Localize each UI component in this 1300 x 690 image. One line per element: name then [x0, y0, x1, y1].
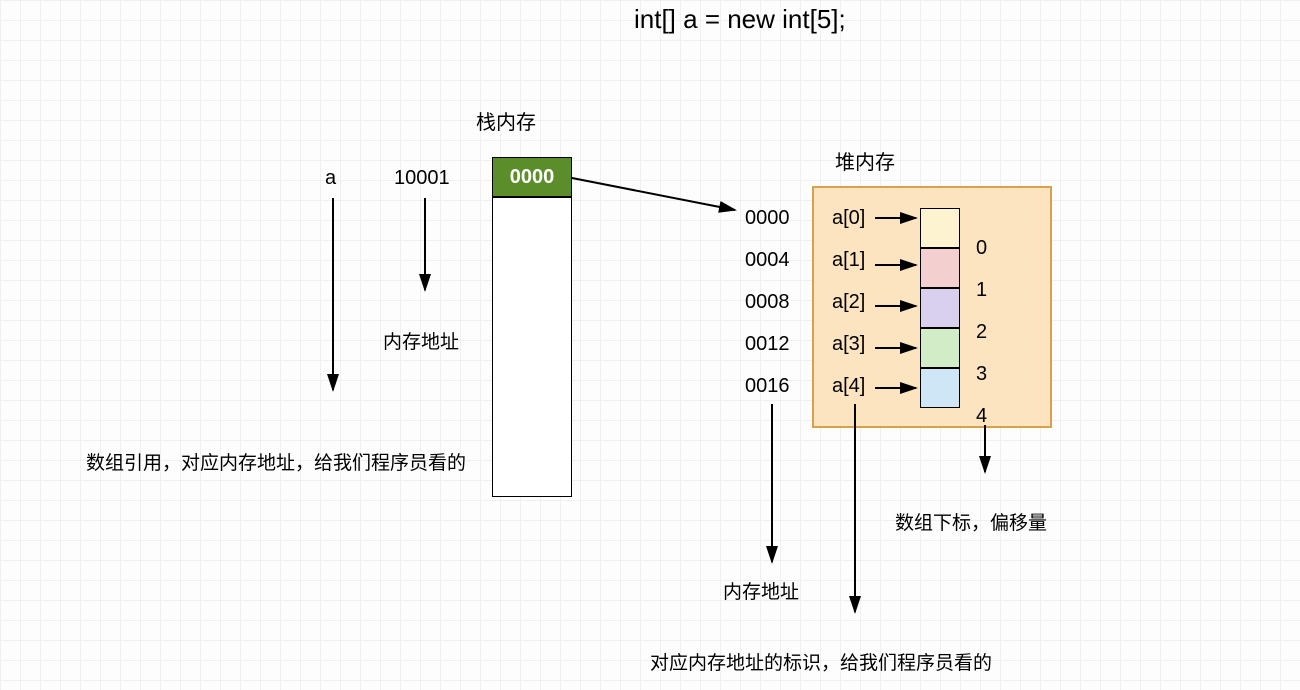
stack-address-value: 10001: [394, 167, 450, 190]
stack-address-caption: 内存地址: [383, 327, 459, 354]
heap-value: 1: [976, 279, 987, 302]
heap-index-caption: 对应内存地址的标识，给我们程序员看的: [650, 648, 992, 675]
heap-index-label: a[2]: [832, 291, 865, 314]
heap-array-cell: [920, 248, 960, 288]
stack-label: 栈内存: [476, 106, 536, 135]
heap-label: 堆内存: [835, 146, 895, 175]
heap-index-label: a[0]: [832, 207, 865, 230]
stack-var-a: a: [325, 167, 336, 190]
stack-ref-value: 0000: [510, 166, 555, 189]
heap-index-label: a[4]: [832, 375, 865, 398]
heap-value: 2: [976, 321, 987, 344]
heap-index-label: a[3]: [832, 333, 865, 356]
heap-address: 0004: [745, 249, 790, 272]
stack-ref-caption: 数组引用，对应内存地址，给我们程序员看的: [86, 448, 466, 475]
heap-array-cell: [920, 368, 960, 408]
heap-index-label: a[1]: [832, 249, 865, 272]
heap-value: 4: [976, 405, 987, 428]
heap-value: 3: [976, 363, 987, 386]
heap-value: 0: [976, 237, 987, 260]
grid-background: [0, 0, 1300, 690]
heap-address: 0012: [745, 333, 790, 356]
heap-address: 0008: [745, 291, 790, 314]
code-title: int[] a = new int[5];: [634, 4, 846, 35]
heap-offset-caption: 数组下标，偏移量: [895, 508, 1047, 535]
heap-address: 0016: [745, 375, 790, 398]
heap-array-cell: [920, 208, 960, 248]
heap-address: 0000: [745, 207, 790, 230]
stack-body: [492, 197, 572, 497]
heap-array-cell: [920, 328, 960, 368]
stack-head-cell: 0000: [492, 157, 572, 197]
heap-address-caption: 内存地址: [723, 577, 799, 604]
heap-array-cell: [920, 288, 960, 328]
